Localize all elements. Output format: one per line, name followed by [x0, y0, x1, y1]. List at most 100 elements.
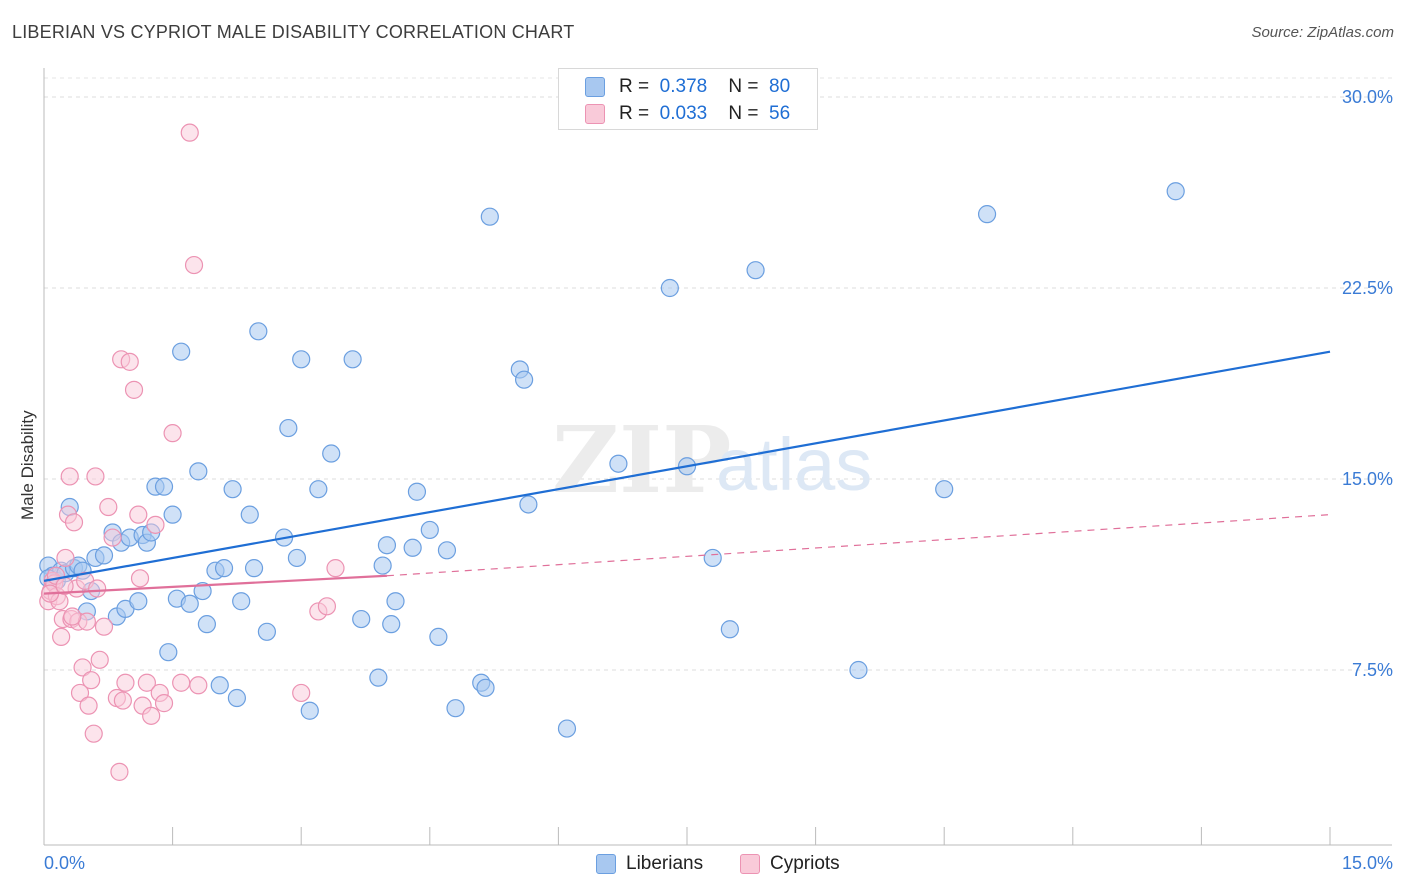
cypriot-point — [180, 123, 199, 142]
cypriot-point — [154, 694, 174, 713]
watermark-atlas: atlas — [716, 423, 872, 506]
series-legend: Liberians Cypriots — [0, 852, 1406, 878]
liberian-point — [210, 676, 229, 695]
liberian-point — [720, 620, 739, 639]
y-tick-label: 7.5% — [1352, 660, 1393, 680]
liberian-point — [214, 559, 234, 578]
liberian-point — [94, 546, 114, 565]
liberian-point — [154, 477, 174, 496]
liberian-point — [609, 454, 628, 473]
legend-stats-liberians: R = 0.378 N = 80 — [619, 76, 791, 97]
cypriot-point — [86, 467, 105, 486]
liberian-point — [279, 418, 298, 438]
cypriot-point — [63, 607, 82, 626]
cypriot-point — [184, 255, 204, 275]
watermark-zip: ZIP — [552, 406, 731, 514]
liberian-point — [193, 581, 212, 601]
liberian-point — [1166, 182, 1185, 201]
cypriots-legend-swatch — [740, 854, 760, 874]
cypriot-point — [56, 548, 75, 568]
cypriot-point — [103, 528, 122, 547]
cypriot-point — [52, 627, 71, 646]
liberian-point — [557, 719, 577, 738]
liberian-point — [180, 594, 199, 613]
liberian-point — [386, 592, 405, 611]
liberian-point — [223, 480, 242, 499]
cypriot-point — [116, 673, 135, 692]
liberian-point — [129, 592, 148, 611]
cypriot-point — [130, 569, 150, 588]
liberian-point — [373, 556, 392, 575]
liberian-point — [352, 609, 371, 629]
cypriot-point — [124, 380, 144, 399]
liberian-point — [935, 480, 954, 499]
liberian-point — [343, 350, 362, 369]
cypriot-point — [189, 676, 208, 695]
cypriot-point — [90, 650, 109, 669]
cypriot-point — [60, 467, 79, 486]
cypriot-point — [79, 696, 98, 715]
cypriots-trend-line — [43, 574, 387, 595]
liberian-point — [407, 482, 427, 501]
cypriot-point — [110, 762, 129, 781]
liberian-point — [292, 350, 311, 369]
y-tick-label: 30.0% — [1342, 87, 1393, 107]
y-tick-label: 22.5% — [1342, 278, 1393, 298]
cypriot-point — [163, 424, 182, 443]
liberian-point — [369, 668, 388, 687]
liberian-point — [197, 615, 216, 634]
liberian-point — [382, 615, 401, 634]
liberians-trend-line — [43, 350, 1331, 582]
liberians-legend-label: Liberians — [626, 853, 704, 874]
cypriot-point — [137, 673, 156, 692]
y-tick-label: 15.0% — [1342, 469, 1393, 489]
cypriots-swatch — [585, 104, 605, 124]
cypriot-point — [64, 513, 84, 532]
legend-stats-cypriots: R = 0.033 N = 56 — [619, 103, 791, 124]
liberian-point — [232, 592, 251, 611]
cypriot-point — [172, 673, 191, 692]
liberian-point — [287, 548, 307, 568]
liberian-point — [257, 622, 277, 641]
liberian-point — [746, 261, 765, 280]
cypriot-point — [292, 683, 311, 703]
liberian-point — [519, 495, 538, 514]
cypriot-point — [99, 497, 118, 517]
x-tick-label: 0.0% — [44, 853, 85, 873]
liberian-point — [163, 505, 182, 524]
liberian-point — [377, 536, 397, 555]
cypriot-point — [82, 671, 101, 690]
liberian-point — [977, 205, 997, 224]
cypriot-point — [113, 691, 132, 710]
cypriot-point — [129, 505, 148, 524]
liberian-point — [227, 688, 246, 708]
liberian-point — [322, 444, 341, 463]
legend-row-cypriots: R = 0.033 N = 56 — [559, 101, 817, 127]
liberian-point — [420, 520, 439, 540]
liberian-point — [660, 278, 679, 298]
stats-legend: R = 0.378 N = 80 R = 0.033 N = 56 — [558, 68, 818, 130]
liberian-point — [244, 559, 264, 578]
liberian-point — [429, 627, 448, 646]
liberians-swatch — [585, 77, 605, 97]
y-axis-label: Male Disability — [18, 410, 37, 520]
cypriot-point — [146, 515, 165, 534]
liberian-point — [309, 480, 328, 499]
liberian-point — [403, 538, 422, 557]
liberian-point — [437, 541, 457, 560]
liberians-legend-swatch — [596, 854, 616, 874]
cypriot-point — [317, 597, 337, 616]
liberian-point — [300, 701, 319, 720]
cypriot-point — [73, 658, 92, 677]
x-tick-label: 15.0% — [1342, 853, 1393, 873]
cypriots-legend-label: Cypriots — [770, 853, 840, 874]
liberian-point — [172, 342, 191, 361]
cypriot-point — [326, 559, 345, 578]
liberian-point — [480, 207, 499, 226]
liberian-point — [703, 548, 722, 568]
cypriot-point — [120, 352, 139, 371]
liberian-point — [189, 462, 208, 481]
source-label: Source: ZipAtlas.com — [1251, 24, 1394, 41]
cypriot-point — [88, 579, 107, 598]
